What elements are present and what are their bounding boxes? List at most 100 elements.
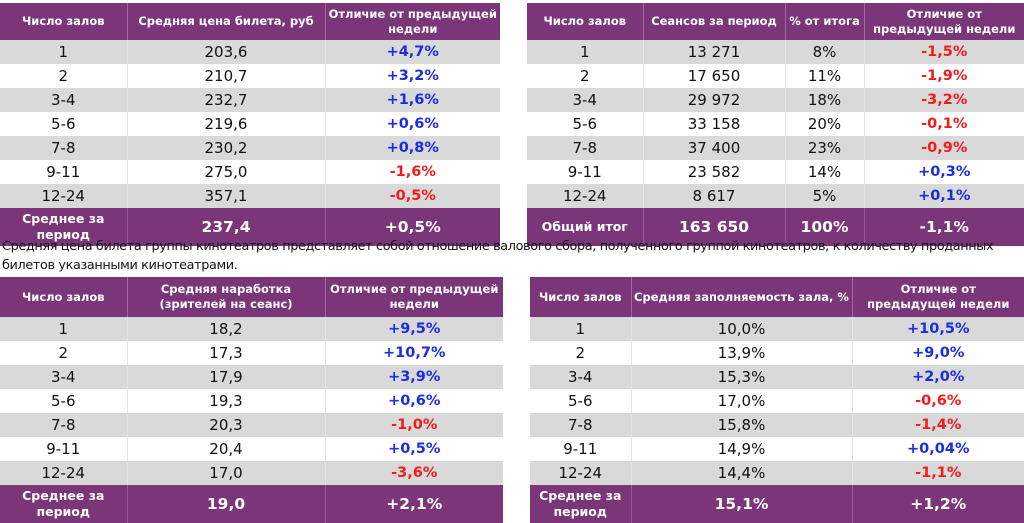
halls-cell: 5-6 [530, 389, 632, 413]
halls-cell: 1 [0, 40, 128, 64]
change-cell: -3,6% [325, 461, 503, 485]
halls-cell: 7-8 [530, 413, 632, 437]
column-header: Число залов [527, 3, 644, 40]
avg-ticket-price-table: Число залов Средняя цена билета, руб Отл… [0, 3, 500, 246]
change-cell: +0,8% [325, 136, 500, 160]
change-cell: +10,7% [325, 341, 503, 365]
total-label: Среднее за период [530, 485, 632, 523]
change-cell: +0,04% [852, 437, 1024, 461]
share-cell: 23% [785, 136, 865, 160]
table-header-row: Число залов Средняя заполняемость зала, … [530, 277, 1024, 317]
table-row: 12-24 357,1 -0,5% [0, 184, 500, 208]
table-row: 7-8 230,2 +0,8% [0, 136, 500, 160]
total-row: Среднее за период 237,4 +0,5% [0, 208, 500, 246]
value-cell: 17,0% [631, 389, 853, 413]
share-cell: 11% [785, 64, 865, 88]
value-cell: 357,1 [127, 184, 326, 208]
table-row: 5-6 33 158 20% -0,1% [527, 112, 1024, 136]
halls-cell: 2 [527, 64, 644, 88]
total-share: 100% [785, 208, 865, 246]
table-row: 1 10,0% +10,5% [530, 317, 1024, 341]
share-cell: 8% [785, 40, 865, 64]
footnote-text: Средняя цена билета группы кинотеатров п… [2, 239, 994, 273]
value-cell: 15,3% [631, 365, 853, 389]
change-cell: +0,1% [864, 184, 1024, 208]
halls-cell: 12-24 [527, 184, 644, 208]
value-cell: 37 400 [643, 136, 786, 160]
value-cell: 20,3 [127, 413, 326, 437]
column-header: Число залов [0, 277, 128, 317]
table-row: 2 210,7 +3,2% [0, 64, 500, 88]
table-row: 12-24 14,4% -1,1% [530, 461, 1024, 485]
table-row: 12-24 17,0 -3,6% [0, 461, 503, 485]
table-body: 1 10,0% +10,5% 2 13,9% +9,0% 3-4 15,3% +2,0% 5-6 1… [530, 317, 1024, 485]
halls-cell: 9-11 [530, 437, 632, 461]
total-value: 237,4 [127, 208, 326, 246]
column-header: Отличие от предыдущей недели [325, 277, 503, 317]
value-cell: 17,3 [127, 341, 326, 365]
halls-cell: 3-4 [0, 365, 128, 389]
table-row: 3-4 29 972 18% -3,2% [527, 88, 1024, 112]
table-row: 7-8 37 400 23% -0,9% [527, 136, 1024, 160]
value-cell: 18,2 [127, 317, 326, 341]
column-header: Средняя заполняемость зала, % [631, 277, 853, 317]
total-value: 163 650 [643, 208, 786, 246]
change-cell: -1,0% [325, 413, 503, 437]
table-row: 7-8 15,8% -1,4% [530, 413, 1024, 437]
table-row: 2 17 650 11% -1,9% [527, 64, 1024, 88]
change-cell: +9,5% [325, 317, 503, 341]
total-row: Среднее за период 15,1% +1,2% [530, 485, 1024, 523]
value-cell: 8 617 [643, 184, 786, 208]
total-value: 19,0 [127, 485, 326, 523]
change-cell: +2,0% [852, 365, 1024, 389]
halls-cell: 9-11 [0, 160, 128, 184]
value-cell: 17,0 [127, 461, 326, 485]
column-header: Средняя цена билета, руб [127, 3, 326, 40]
table-header-row: Число залов Сеансов за период % от итога… [527, 3, 1024, 40]
total-row: Общий итог 163 650 100% -1,1% [527, 208, 1024, 246]
column-header: Средняя наработка (зрителей на сеанс) [127, 277, 326, 317]
total-change: +1,2% [852, 485, 1024, 523]
value-cell: 14,9% [631, 437, 853, 461]
column-header: Число залов [0, 3, 128, 40]
change-cell: -0,5% [325, 184, 500, 208]
total-label: Среднее за период [0, 208, 128, 246]
table-row: 9-11 20,4 +0,5% [0, 437, 503, 461]
change-cell: -0,9% [864, 136, 1024, 160]
value-cell: 14,4% [631, 461, 853, 485]
change-cell: -0,6% [852, 389, 1024, 413]
share-cell: 20% [785, 112, 865, 136]
halls-cell: 5-6 [527, 112, 644, 136]
share-cell: 5% [785, 184, 865, 208]
total-change: +2,1% [325, 485, 503, 523]
value-cell: 13 271 [643, 40, 786, 64]
total-label: Общий итог [527, 208, 644, 246]
change-cell: -1,9% [864, 64, 1024, 88]
change-cell: +4,7% [325, 40, 500, 64]
change-cell: +0,6% [325, 389, 503, 413]
change-cell: -1,6% [325, 160, 500, 184]
table-row: 12-24 8 617 5% +0,1% [527, 184, 1024, 208]
value-cell: 275,0 [127, 160, 326, 184]
value-cell: 17 650 [643, 64, 786, 88]
share-cell: 18% [785, 88, 865, 112]
halls-cell: 12-24 [530, 461, 632, 485]
column-header: Отличие от предыдущей недели [325, 3, 500, 40]
column-header: Число залов [530, 277, 632, 317]
halls-cell: 1 [527, 40, 644, 64]
halls-cell: 3-4 [527, 88, 644, 112]
table-row: 3-4 232,7 +1,6% [0, 88, 500, 112]
table-row: 2 13,9% +9,0% [530, 341, 1024, 365]
halls-cell: 7-8 [0, 136, 128, 160]
table-row: 1 18,2 +9,5% [0, 317, 503, 341]
value-cell: 230,2 [127, 136, 326, 160]
halls-cell: 5-6 [0, 112, 128, 136]
value-cell: 29 972 [643, 88, 786, 112]
column-header: Отличие от предыдущей недели [864, 3, 1024, 40]
change-cell: -3,2% [864, 88, 1024, 112]
table-row: 3-4 17,9 +3,9% [0, 365, 503, 389]
table-row: 1 13 271 8% -1,5% [527, 40, 1024, 64]
table-row: 7-8 20,3 -1,0% [0, 413, 503, 437]
table-row: 2 17,3 +10,7% [0, 341, 503, 365]
value-cell: 33 158 [643, 112, 786, 136]
